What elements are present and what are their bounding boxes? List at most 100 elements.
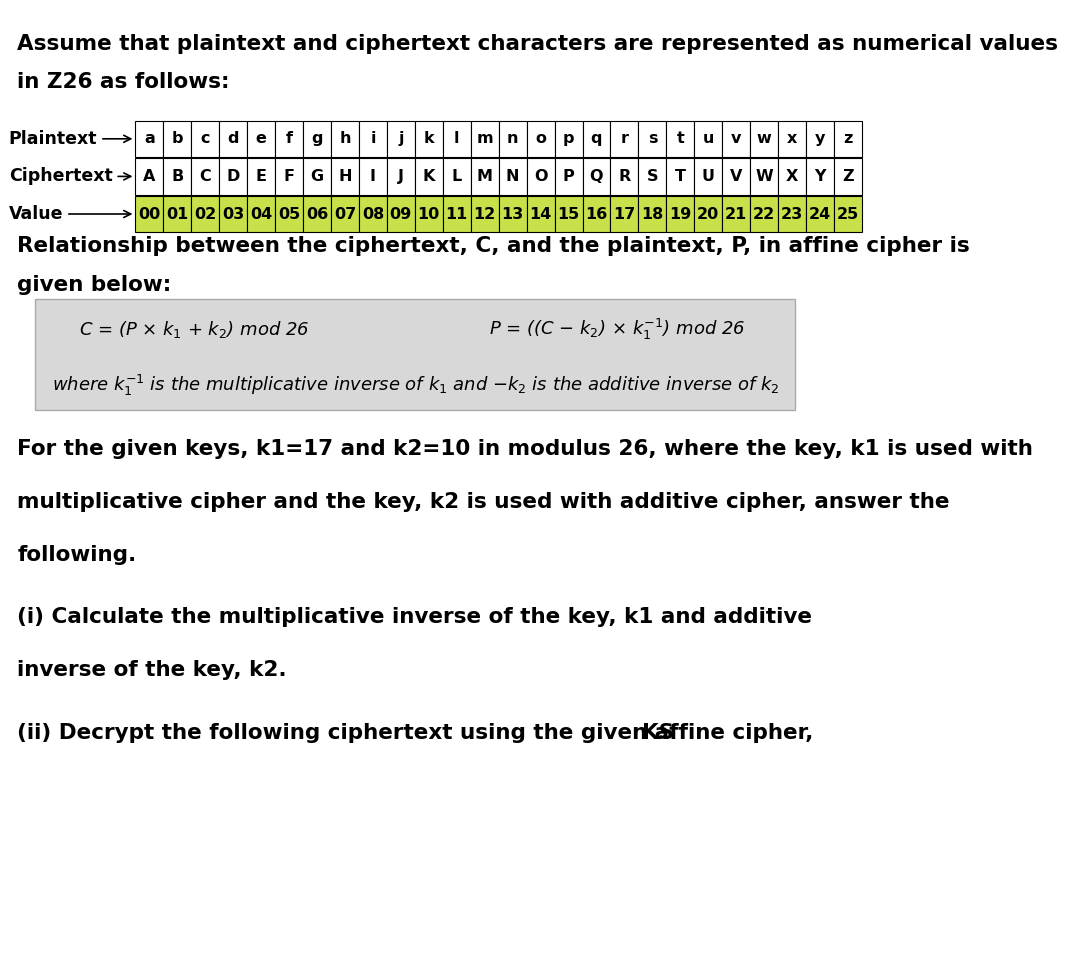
Bar — [359, 158, 387, 195]
Text: r: r — [620, 131, 629, 147]
Bar — [806, 120, 834, 157]
Bar — [498, 196, 527, 232]
Text: Value: Value — [9, 205, 131, 223]
Bar — [527, 120, 555, 157]
Text: 00: 00 — [138, 206, 160, 222]
Bar — [163, 196, 191, 232]
Text: Plaintext: Plaintext — [9, 130, 131, 147]
Bar — [639, 196, 666, 232]
Text: C = (P $\times$ $k_1$ + $k_2$) mod 26: C = (P $\times$ $k_1$ + $k_2$) mod 26 — [78, 319, 309, 340]
Text: B: B — [171, 169, 184, 184]
Text: Z: Z — [842, 169, 854, 184]
Text: 16: 16 — [585, 206, 607, 222]
Bar — [806, 196, 834, 232]
Bar — [135, 120, 163, 157]
Bar — [778, 120, 806, 157]
Text: m: m — [477, 131, 493, 147]
Bar — [304, 196, 331, 232]
Bar — [498, 120, 527, 157]
Bar — [247, 158, 275, 195]
Bar — [219, 120, 247, 157]
Text: 12: 12 — [473, 206, 496, 222]
Text: 09: 09 — [390, 206, 412, 222]
Bar — [331, 120, 359, 157]
Text: H: H — [338, 169, 351, 184]
Bar — [163, 158, 191, 195]
Bar — [555, 120, 582, 157]
Bar — [275, 158, 304, 195]
Text: v: v — [731, 131, 741, 147]
Bar — [387, 120, 415, 157]
Text: (ii) Decrypt the following ciphertext using the given affine cipher,: (ii) Decrypt the following ciphertext us… — [17, 723, 821, 743]
Bar — [639, 120, 666, 157]
Text: 11: 11 — [446, 206, 468, 222]
Bar — [219, 158, 247, 195]
Text: 23: 23 — [781, 206, 803, 222]
Bar — [135, 158, 163, 195]
Bar — [778, 158, 806, 195]
Bar — [275, 120, 304, 157]
Bar — [694, 120, 722, 157]
Bar — [359, 196, 387, 232]
Text: U: U — [702, 169, 715, 184]
Text: 04: 04 — [250, 206, 272, 222]
Bar — [666, 158, 694, 195]
Text: C: C — [199, 169, 211, 184]
Text: 17: 17 — [614, 206, 635, 222]
Bar — [834, 158, 862, 195]
Bar — [694, 196, 722, 232]
Text: J: J — [398, 169, 404, 184]
Text: 25: 25 — [837, 206, 860, 222]
Text: w: w — [757, 131, 771, 147]
Bar — [359, 120, 387, 157]
Text: n: n — [507, 131, 518, 147]
Bar — [304, 158, 331, 195]
Text: M: M — [477, 169, 493, 184]
Text: o: o — [535, 131, 546, 147]
Bar — [666, 120, 694, 157]
Text: L: L — [452, 169, 462, 184]
Bar — [555, 158, 582, 195]
Bar — [806, 158, 834, 195]
Text: Ciphertext: Ciphertext — [9, 168, 131, 185]
Text: K: K — [422, 169, 435, 184]
Bar — [163, 120, 191, 157]
Text: N: N — [506, 169, 519, 184]
Text: given below:: given below: — [17, 275, 172, 295]
Text: 02: 02 — [194, 206, 217, 222]
Bar — [722, 196, 751, 232]
Text: Relationship between the ciphertext, C, and the plaintext, P, in affine cipher i: Relationship between the ciphertext, C, … — [17, 236, 970, 256]
Bar — [722, 120, 751, 157]
Text: z: z — [843, 131, 853, 147]
Text: 03: 03 — [222, 206, 245, 222]
Text: G: G — [310, 169, 323, 184]
Text: 18: 18 — [641, 206, 664, 222]
Text: c: c — [200, 131, 210, 147]
Text: q: q — [591, 131, 603, 147]
Bar — [415, 196, 443, 232]
Text: 05: 05 — [277, 206, 300, 222]
Text: A: A — [144, 169, 156, 184]
Text: d: d — [227, 131, 239, 147]
Text: j: j — [398, 131, 404, 147]
Text: following.: following. — [17, 545, 137, 565]
Bar — [834, 120, 862, 157]
Bar — [304, 120, 331, 157]
Bar — [387, 196, 415, 232]
Bar — [778, 196, 806, 232]
Bar — [751, 196, 778, 232]
Text: b: b — [172, 131, 183, 147]
Bar — [527, 158, 555, 195]
Text: 01: 01 — [166, 206, 188, 222]
Bar — [415, 120, 443, 157]
Bar — [694, 158, 722, 195]
Text: e: e — [256, 131, 267, 147]
Bar — [443, 196, 471, 232]
Text: p: p — [562, 131, 574, 147]
Text: t: t — [677, 131, 684, 147]
Text: T: T — [675, 169, 685, 184]
Text: 07: 07 — [334, 206, 356, 222]
Bar — [471, 158, 498, 195]
Text: 24: 24 — [809, 206, 831, 222]
Text: in Z26 as follows:: in Z26 as follows: — [17, 72, 230, 93]
